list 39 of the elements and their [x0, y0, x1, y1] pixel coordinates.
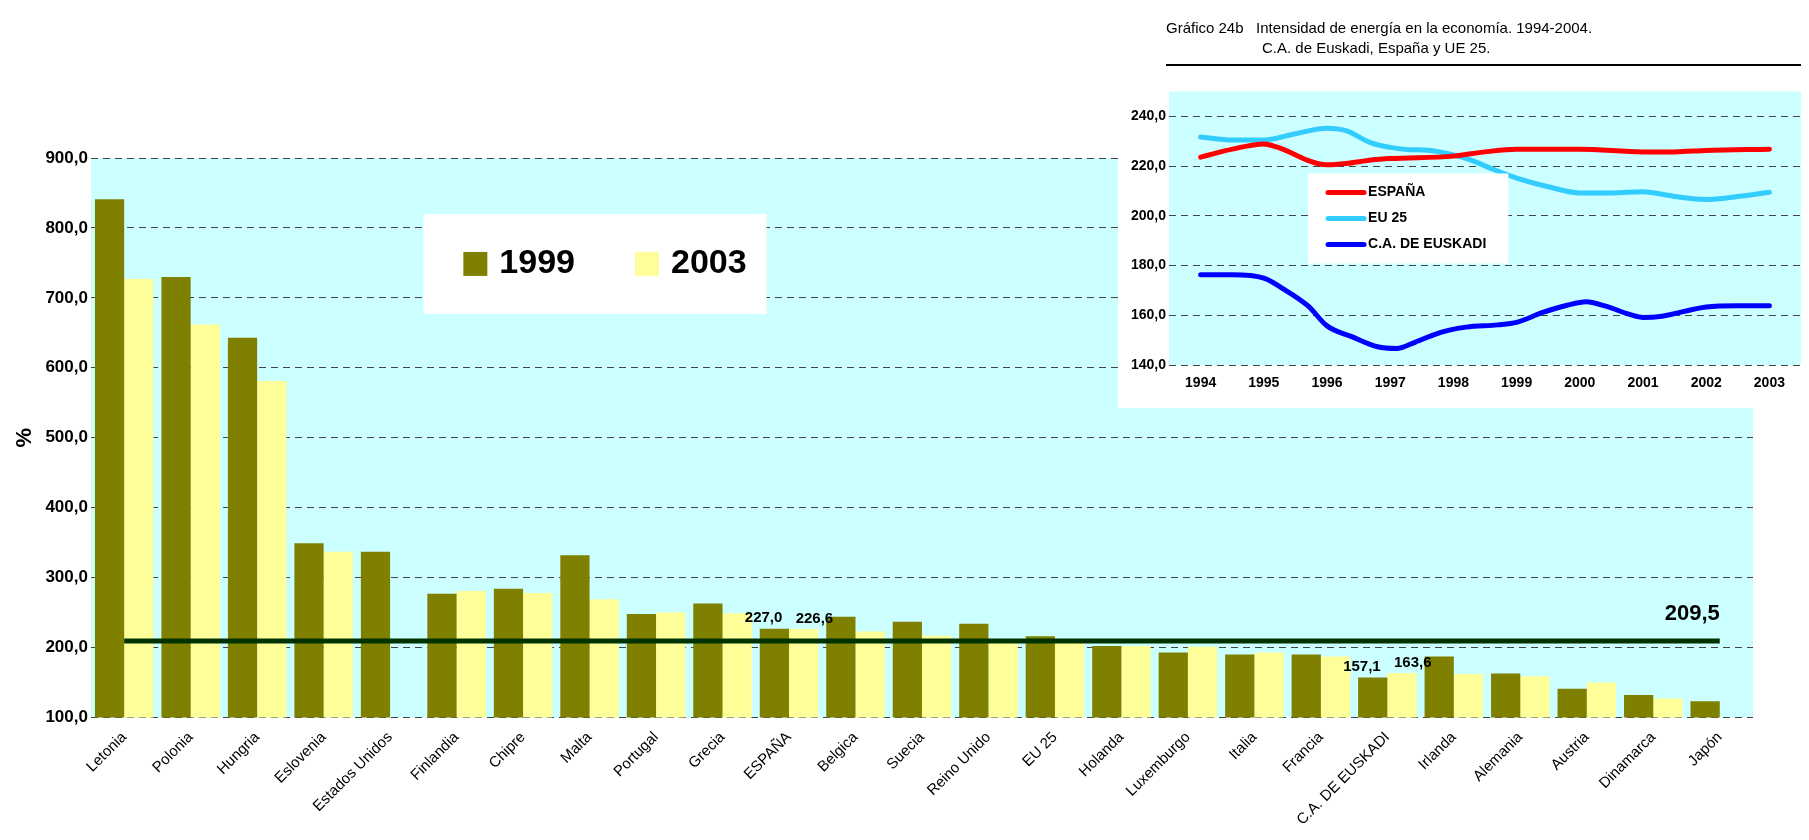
y-tick-label: 600,0: [45, 357, 88, 377]
y-tick-label: 400,0: [45, 497, 88, 517]
chart-title: Gráfico 24b Intensidad de energía en la economía. 1994-2004.: [1166, 18, 1594, 38]
legend-label: ESPAÑA: [1368, 182, 1426, 200]
x-tick-label: 1999: [1501, 374, 1533, 391]
legend-label: 1999: [499, 242, 575, 281]
y-tick-label: 140,0: [1130, 356, 1167, 373]
x-tick-label: EU 25: [1018, 727, 1060, 770]
y-tick-label: 300,0: [45, 567, 88, 587]
x-tick-label: 1998: [1437, 374, 1470, 391]
legend-label: 2003: [670, 242, 747, 281]
legend-label: C.A. DE EUSKADI: [1368, 235, 1487, 252]
y-tick-label: 160,0: [1130, 306, 1167, 323]
data-label: 157,1: [1343, 657, 1381, 675]
data-label: 226,6: [795, 608, 834, 626]
y-tick-label: 220,0: [1130, 156, 1167, 173]
data-label: 227,0: [744, 608, 783, 626]
legend-label: EU 25: [1368, 209, 1408, 226]
x-tick-label: 2001: [1627, 374, 1659, 391]
y-tick-label: 800,0: [45, 217, 88, 237]
x-tick-label: 1995: [1248, 374, 1280, 391]
y-tick-label: 700,0: [45, 287, 88, 307]
ref-line-label: 209,5: [1664, 599, 1720, 625]
y-tick-label: 200,0: [1130, 206, 1167, 223]
y-tick-label: 100,0: [45, 707, 88, 727]
x-tick-label: 1996: [1311, 374, 1343, 391]
x-tick-label: 2003: [1753, 374, 1786, 391]
chart-subtitle: C.A. de Euskadi, España y UE 25.: [1261, 38, 1492, 58]
y-tick-label: 200,0: [45, 637, 88, 657]
y-tick-label: 900,0: [45, 147, 88, 167]
x-tick-label: 1997: [1374, 374, 1406, 391]
y-axis-title: %: [11, 427, 37, 448]
x-tick-label: Italia: [1225, 727, 1260, 763]
y-tick-label: 500,0: [45, 427, 88, 447]
y-tick-label: 180,0: [1130, 256, 1167, 273]
y-tick-label: 240,0: [1130, 107, 1167, 124]
x-tick-label: 2000: [1564, 374, 1596, 391]
x-tick-label: 1994: [1185, 374, 1217, 391]
x-tick-label: 2002: [1690, 374, 1722, 391]
